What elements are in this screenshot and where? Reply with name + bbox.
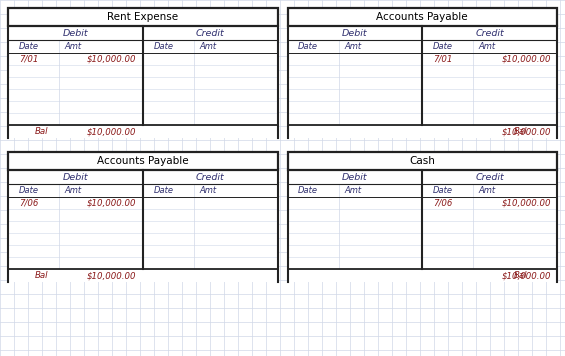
Text: Accounts Payable: Accounts Payable — [97, 156, 189, 166]
Text: Bal: Bal — [514, 127, 527, 136]
Bar — [288, 8, 557, 26]
Text: $10,000.00: $10,000.00 — [86, 199, 136, 208]
Text: $10,000.00: $10,000.00 — [86, 271, 136, 280]
Text: Date: Date — [433, 186, 453, 195]
Bar — [8, 152, 277, 282]
Bar — [8, 152, 277, 170]
Text: Date: Date — [298, 42, 318, 51]
Text: Date: Date — [433, 42, 453, 51]
Text: Bal: Bal — [35, 127, 49, 136]
Text: Credit: Credit — [475, 28, 504, 37]
Text: Date: Date — [154, 42, 173, 51]
Text: Amt: Amt — [344, 42, 361, 51]
Bar — [288, 8, 557, 138]
Bar — [8, 8, 277, 26]
Text: $10,000.00: $10,000.00 — [86, 127, 136, 136]
Text: Amt: Amt — [64, 42, 82, 51]
Text: Credit: Credit — [195, 28, 224, 37]
Text: 7/01: 7/01 — [19, 54, 38, 63]
Text: Amt: Amt — [199, 186, 216, 195]
Text: Debit: Debit — [342, 28, 368, 37]
Text: Bal: Bal — [514, 271, 527, 280]
Text: $10,000.00: $10,000.00 — [502, 54, 551, 63]
Text: Amt: Amt — [479, 186, 496, 195]
Text: Date: Date — [298, 186, 318, 195]
Text: Credit: Credit — [195, 173, 224, 182]
Text: $10,000.00: $10,000.00 — [86, 54, 136, 63]
Text: 7/01: 7/01 — [433, 54, 453, 63]
Text: Date: Date — [19, 186, 39, 195]
Text: 7/06: 7/06 — [19, 199, 38, 208]
Text: Cash: Cash — [409, 156, 435, 166]
Text: Rent Expense: Rent Expense — [107, 12, 179, 22]
Text: $10,000.00: $10,000.00 — [502, 199, 551, 208]
Text: $10,000.00: $10,000.00 — [502, 271, 551, 280]
Text: Amt: Amt — [64, 186, 82, 195]
Bar — [288, 152, 557, 282]
Text: Date: Date — [19, 42, 39, 51]
Text: Accounts Payable: Accounts Payable — [376, 12, 468, 22]
Text: Debit: Debit — [63, 28, 88, 37]
Text: Date: Date — [154, 186, 173, 195]
Bar — [8, 8, 277, 138]
Text: Debit: Debit — [63, 173, 88, 182]
Text: $10,000.00: $10,000.00 — [502, 127, 551, 136]
Text: Credit: Credit — [475, 173, 504, 182]
Text: Bal: Bal — [35, 271, 49, 280]
Text: 7/06: 7/06 — [433, 199, 453, 208]
Bar — [288, 152, 557, 170]
Text: Amt: Amt — [344, 186, 361, 195]
Text: Amt: Amt — [199, 42, 216, 51]
Text: Amt: Amt — [479, 42, 496, 51]
Text: Debit: Debit — [342, 173, 368, 182]
